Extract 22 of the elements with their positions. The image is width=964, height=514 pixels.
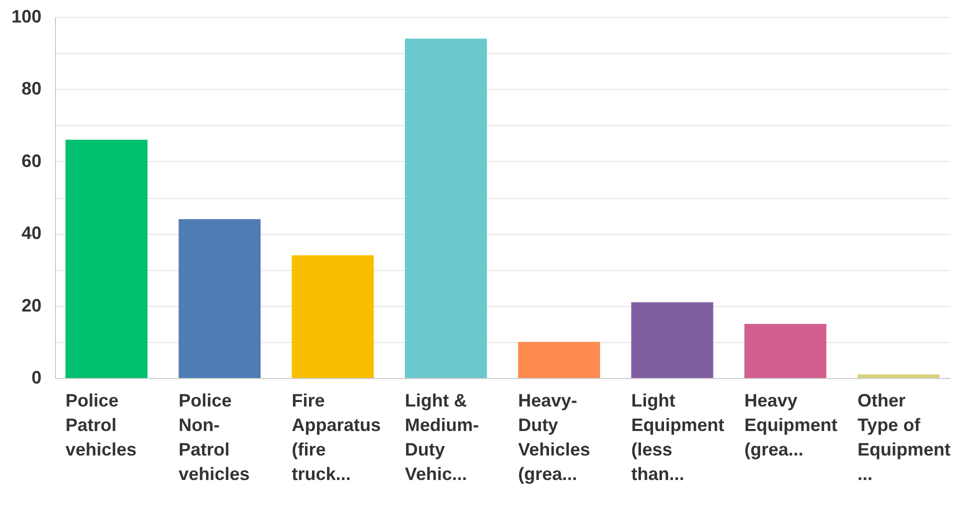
x-tick-label: Heavy Equipment (grea...: [744, 390, 838, 460]
bar: [631, 302, 714, 378]
y-tick-label: 0: [31, 368, 42, 388]
bar: [292, 255, 374, 378]
y-tick-label: 60: [21, 150, 42, 171]
bar: [65, 140, 148, 378]
y-tick-label: 20: [21, 295, 42, 316]
bar: [744, 324, 826, 378]
y-tick-label: 40: [21, 223, 42, 244]
bar: [858, 374, 940, 378]
x-tick-label: Light Equipment (less than...: [631, 390, 724, 484]
x-tick-label: Other Type of Equipment...: [858, 390, 951, 484]
y-tick-label: 80: [21, 78, 42, 99]
x-tick-label: Light & Medium-Duty Vehic...: [404, 390, 479, 484]
x-tick-label: Heavy-Duty Vehicles (grea...: [518, 390, 590, 484]
bar: [404, 38, 487, 378]
bar: [178, 219, 261, 378]
x-tick-label: Police Non-Patrol vehicles: [178, 390, 250, 484]
x-tick-label: Fire Apparatus (fire truck...: [292, 390, 381, 484]
y-tick-label: 100: [11, 6, 42, 26]
x-tick-label: Police Patrol vehicles: [65, 390, 137, 460]
bar: [518, 342, 600, 378]
